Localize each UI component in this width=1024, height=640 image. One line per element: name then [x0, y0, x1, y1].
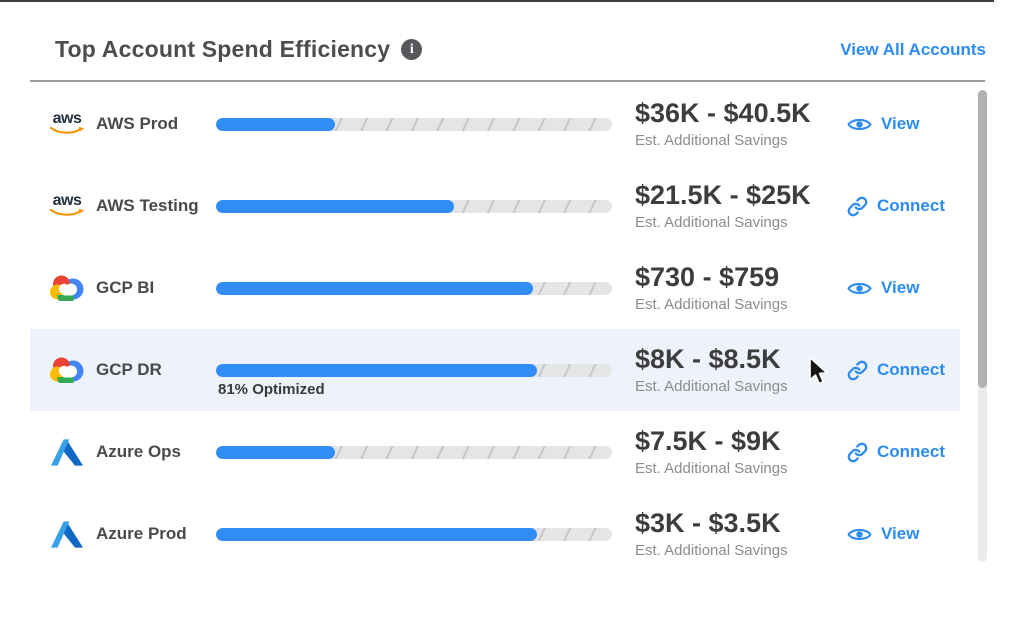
account-name: Azure Prod [96, 524, 187, 543]
action-label: View [881, 524, 920, 543]
progress-fill [216, 363, 537, 377]
provider-logo [48, 273, 86, 303]
account-name: GCP DR [96, 360, 162, 379]
account-row[interactable]: Azure Ops $7.5K - $9K Est. Additional Sa… [30, 411, 960, 493]
action-button[interactable]: Connect [847, 196, 945, 217]
savings-range: $21.5K - $25K [635, 180, 811, 211]
bar-track [216, 199, 612, 213]
link-icon [847, 196, 868, 216]
action-label: Connect [877, 196, 945, 215]
savings-range: $8K - $8.5K [635, 344, 781, 375]
savings-block: $36K - $40.5K Est. Additional Savings [635, 98, 847, 149]
efficiency-bar[interactable] [216, 281, 612, 295]
provider-logo [48, 520, 86, 548]
bar-track [216, 117, 612, 131]
link-icon [847, 442, 868, 462]
progress-fill [216, 281, 533, 295]
efficiency-bar[interactable] [216, 199, 612, 213]
savings-caption: Est. Additional Savings [635, 295, 788, 313]
account-name: AWS Testing [96, 196, 199, 215]
azure-logo [51, 438, 83, 466]
savings-range: $3K - $3.5K [635, 508, 781, 539]
savings-block: $21.5K - $25K Est. Additional Savings [635, 180, 847, 231]
azure-logo [51, 520, 83, 548]
progress-fill [216, 199, 454, 213]
account-row[interactable]: aws AWS Testing $21.5K - $25K Est. Addit… [30, 165, 960, 247]
aws-logo-text: aws [52, 110, 82, 128]
action-label: Connect [877, 442, 945, 461]
eye-icon [847, 282, 872, 294]
savings-range: $36K - $40.5K [635, 98, 811, 129]
action-button[interactable]: View [847, 524, 919, 544]
efficiency-bar[interactable] [216, 445, 612, 459]
account-row[interactable]: Azure Prod $3K - $3.5K Est. Additional S… [30, 493, 960, 575]
provider-logo: aws [48, 110, 86, 136]
widget-header: Top Account Spend Efficiency i View All … [0, 0, 1024, 63]
action-label: Connect [877, 360, 945, 379]
account-name: Azure Ops [96, 442, 182, 461]
account-name: GCP BI [96, 278, 155, 297]
bar-track [216, 281, 612, 295]
provider-logo [48, 438, 86, 466]
savings-block: $3K - $3.5K Est. Additional Savings [635, 508, 847, 559]
account-row[interactable]: GCP BI $730 - $759 Est. Additional Savin… [30, 247, 960, 329]
account-name: AWS Prod [96, 114, 179, 133]
info-icon[interactable]: i [401, 39, 423, 60]
link-icon [847, 360, 868, 380]
action-button[interactable]: View [847, 114, 919, 134]
header-divider [30, 80, 985, 82]
eye-icon [847, 528, 872, 540]
savings-caption: Est. Additional Savings [635, 459, 788, 477]
progress-fill [216, 117, 335, 131]
aws-smile-icon [49, 126, 85, 134]
optimized-label: 81% Optimized [218, 380, 325, 398]
savings-caption: Est. Additional Savings [635, 377, 788, 395]
gcp-logo [49, 275, 83, 301]
savings-caption: Est. Additional Savings [635, 213, 788, 231]
savings-block: $7.5K - $9K Est. Additional Savings [635, 426, 847, 477]
provider-logo [48, 355, 86, 385]
aws-logo-text: aws [52, 192, 82, 210]
efficiency-bar[interactable] [216, 527, 612, 541]
savings-block: $730 - $759 Est. Additional Savings [635, 262, 847, 313]
aws-smile-icon [49, 208, 85, 216]
aws-logo: aws [48, 110, 86, 136]
bar-track [216, 445, 612, 459]
view-all-accounts-link[interactable]: View All Accounts [840, 39, 986, 59]
bar-track [216, 527, 612, 541]
provider-logo: aws [48, 192, 86, 218]
account-row[interactable]: GCP DR 81% Optimized $8K - $8.5K Est. Ad… [30, 329, 960, 411]
action-button[interactable]: Connect [847, 360, 945, 381]
savings-caption: Est. Additional Savings [635, 131, 788, 149]
savings-caption: Est. Additional Savings [635, 541, 788, 559]
page-title: Top Account Spend Efficiency [55, 36, 391, 62]
gcp-logo [49, 357, 83, 383]
savings-range: $730 - $759 [635, 262, 780, 293]
bar-track [216, 363, 612, 377]
account-list: aws AWS Prod $36K - $40.5K Est. Addition… [0, 83, 1024, 575]
progress-fill [216, 527, 537, 541]
aws-logo: aws [48, 192, 86, 218]
progress-fill [216, 445, 335, 459]
action-button[interactable]: View [847, 278, 919, 298]
top-border [0, 0, 994, 2]
action-label: View [881, 278, 920, 297]
scrollbar-thumb[interactable] [978, 90, 987, 388]
savings-block: $8K - $8.5K Est. Additional Savings [635, 344, 847, 395]
scrollbar-track[interactable] [978, 90, 987, 562]
action-label: View [881, 114, 920, 133]
account-row[interactable]: aws AWS Prod $36K - $40.5K Est. Addition… [30, 83, 960, 165]
savings-range: $7.5K - $9K [635, 426, 781, 457]
eye-icon [847, 118, 872, 130]
efficiency-bar[interactable] [216, 117, 612, 131]
efficiency-bar[interactable]: 81% Optimized [216, 363, 612, 398]
action-button[interactable]: Connect [847, 442, 945, 463]
